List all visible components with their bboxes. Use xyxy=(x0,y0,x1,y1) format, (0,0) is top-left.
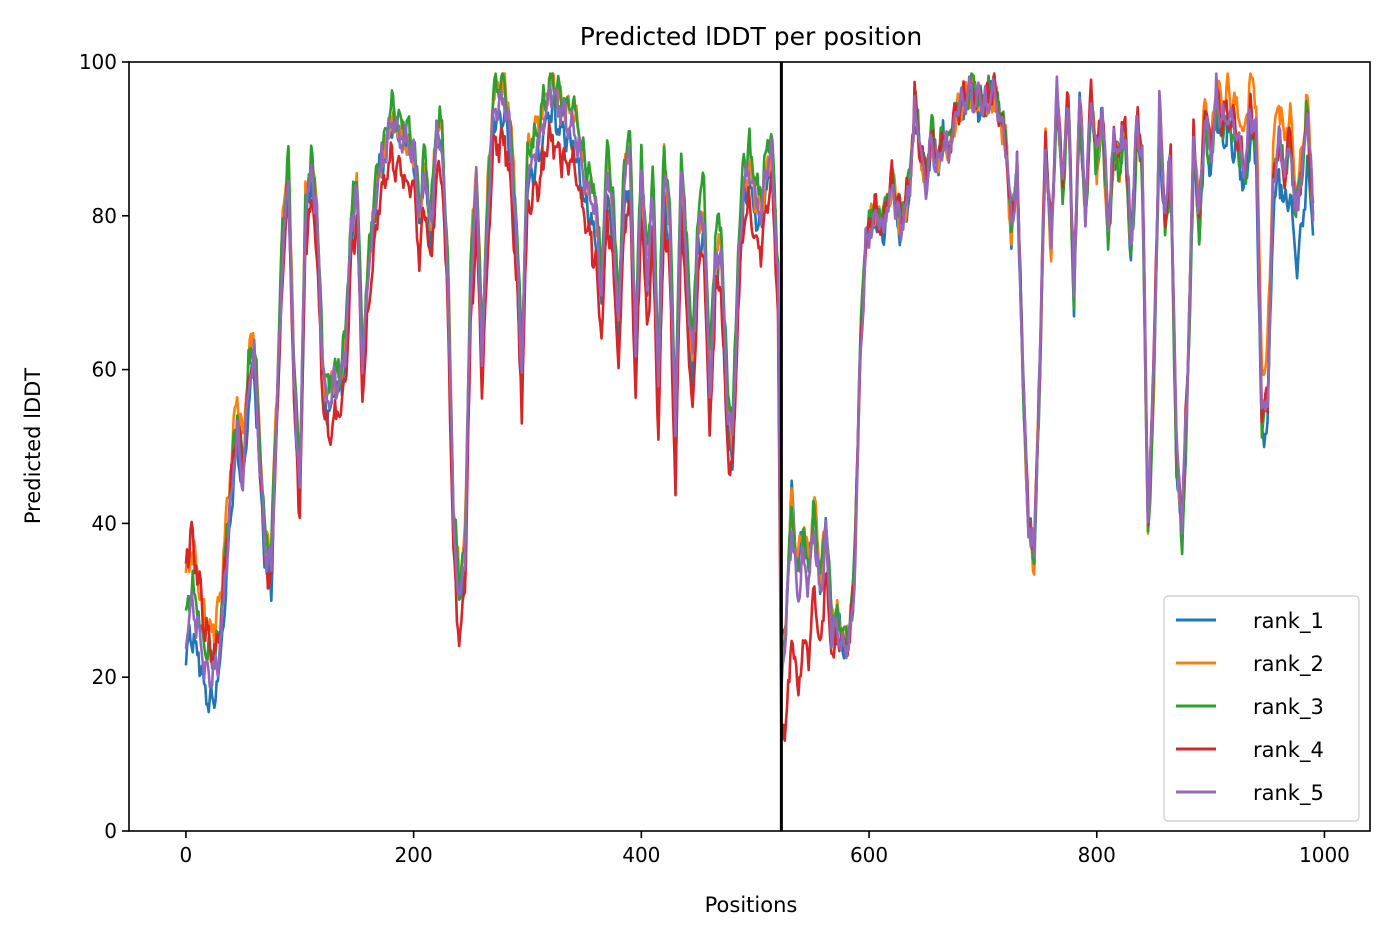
y-tick-label: 100 xyxy=(79,50,117,74)
plot-area xyxy=(128,61,1371,832)
x-tick-label: 400 xyxy=(622,843,660,867)
x-tick-label: 600 xyxy=(850,843,888,867)
series-line-rank-5 xyxy=(184,72,1315,692)
y-tick-label: 60 xyxy=(92,358,117,382)
plot-frame xyxy=(128,61,1371,832)
x-tick-label: 200 xyxy=(395,843,433,867)
legend-label: rank_5 xyxy=(1253,781,1324,806)
x-axis-title: Positions xyxy=(705,893,798,917)
y-tick-label: 80 xyxy=(92,204,117,228)
series-layer xyxy=(184,72,1315,742)
chart-title: Predicted lDDT per position xyxy=(580,22,922,51)
y-axis-title: Predicted lDDT xyxy=(21,368,45,524)
legend-label: rank_3 xyxy=(1253,695,1324,720)
y-axis: 0 20 40 60 80 100 xyxy=(79,50,129,843)
series-line-rank-4 xyxy=(184,72,1315,742)
legend-label: rank_1 xyxy=(1253,609,1324,634)
legend-items: rank_1 rank_2 rank_3 rank_4 rank_5 xyxy=(1176,609,1324,806)
x-tick-label: 800 xyxy=(1078,843,1116,867)
y-tick-label: 0 xyxy=(104,819,117,843)
legend: rank_1 rank_2 rank_3 rank_4 rank_5 xyxy=(1163,595,1360,822)
legend-label: rank_4 xyxy=(1253,738,1324,763)
y-tick-label: 40 xyxy=(92,511,117,535)
y-tick-label: 20 xyxy=(92,665,117,689)
x-tick-label: 0 xyxy=(180,843,193,867)
legend-box xyxy=(1163,595,1360,822)
x-tick-label: 1000 xyxy=(1299,843,1350,867)
legend-label: rank_2 xyxy=(1253,652,1324,677)
x-axis: 0 200 400 600 800 1000 xyxy=(180,831,1350,867)
